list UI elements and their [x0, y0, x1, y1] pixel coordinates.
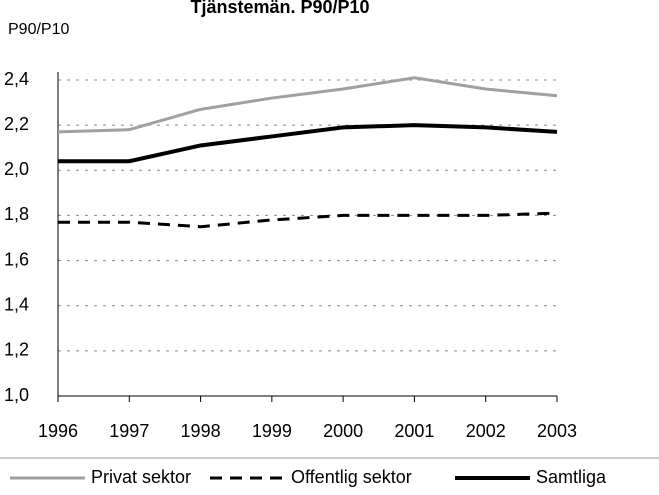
x-tick-label: 1996 [38, 421, 78, 441]
x-tick-label: 2003 [537, 421, 577, 441]
y-tick-label: 1,2 [4, 340, 29, 360]
chart-title: Tjänstemän. P90/P10 [190, 0, 369, 17]
legend-label: Offentlig sektor [291, 467, 412, 487]
y-tick-label: 1,4 [4, 294, 29, 314]
x-tick-label: 2001 [394, 421, 434, 441]
x-tick-label: 2002 [466, 421, 506, 441]
y-tick-label: 2,0 [4, 159, 29, 179]
legend-label: Privat sektor [91, 467, 191, 487]
series-line [58, 211, 558, 229]
y-tick-label: 2,2 [4, 114, 29, 134]
y-tick-label: 1,8 [4, 204, 29, 224]
series-line [57, 76, 558, 134]
x-tick-label: 1999 [252, 421, 292, 441]
x-tick-label: 2000 [323, 421, 363, 441]
series-line [58, 123, 558, 164]
x-tick-label: 1998 [181, 421, 221, 441]
legend-label: Samtliga [536, 467, 607, 487]
x-tick-label: 1997 [109, 421, 149, 441]
y-tick-label: 2,4 [4, 69, 29, 89]
y-tick-label: 1,6 [4, 249, 29, 269]
y-tick-label: 1,0 [4, 385, 29, 405]
y-axis-label: P90/P10 [8, 21, 69, 38]
